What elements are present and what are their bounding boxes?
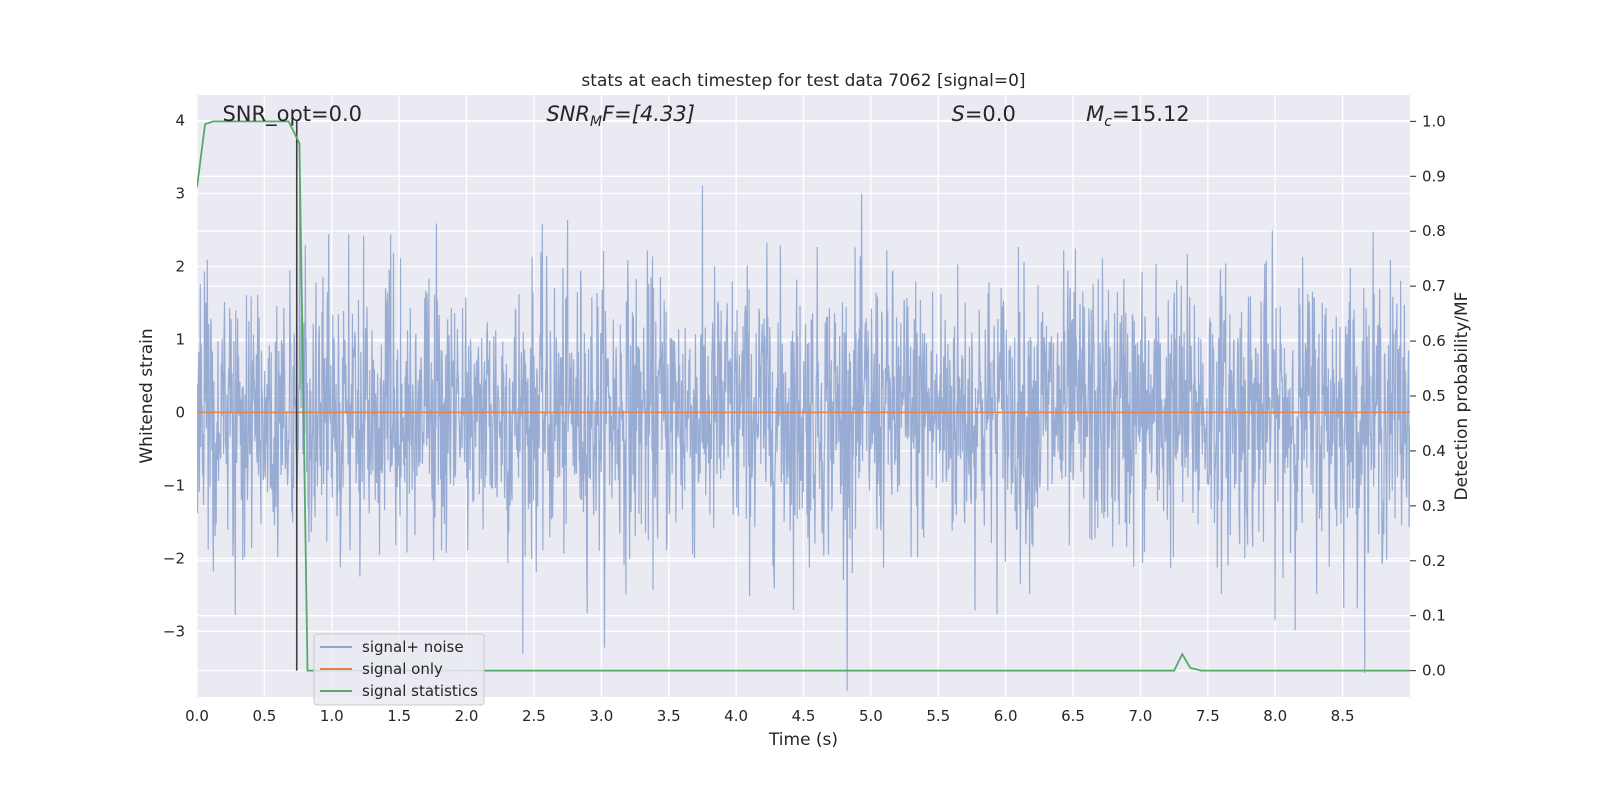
x-tick-label: 3.5 <box>657 707 681 725</box>
x-tick-label: 6.5 <box>1061 707 1085 725</box>
x-tick-label: 5.5 <box>926 707 950 725</box>
annotation-mc: Mc=15.12 <box>1086 102 1190 130</box>
x-tick-label: 7.0 <box>1129 707 1153 725</box>
x-tick-label: 4.5 <box>792 707 816 725</box>
x-tick-label: 2.5 <box>522 707 546 725</box>
x-tick-label: 3.0 <box>589 707 613 725</box>
x-tick-label: 8.0 <box>1263 707 1287 725</box>
y2-tick-label: 0.0 <box>1422 662 1446 680</box>
annotation-snr-mf: SNRMF=[4.33] <box>546 102 695 130</box>
y-tick-label: 2 <box>175 257 185 275</box>
annotation-mc-value: =15.12 <box>1112 102 1190 126</box>
y2-tick-label: 0.5 <box>1422 387 1446 405</box>
x-tick-label: 7.5 <box>1196 707 1220 725</box>
x-tick-label: 6.0 <box>994 707 1018 725</box>
y-tick-label: 4 <box>175 112 185 130</box>
annotation-s-value: =0.0 <box>965 102 1016 126</box>
y-tick-label: 3 <box>175 185 185 203</box>
y-tick-label: −2 <box>163 549 185 567</box>
x-tick-label: 5.0 <box>859 707 883 725</box>
x-tick-label: 1.5 <box>387 707 411 725</box>
x-tick-label: 4.0 <box>724 707 748 725</box>
chart-title: stats at each timestep for test data 706… <box>581 71 1025 91</box>
x-tick-label: 0.0 <box>185 707 209 725</box>
y-tick-label: 1 <box>175 330 185 348</box>
annotation-snr-opt: SNR_opt=0.0 <box>222 102 362 127</box>
annotation-snr-mf-value: F=[4.33] <box>602 102 695 126</box>
y-tick-label: 0 <box>175 403 185 421</box>
y-axis-label: Whitened strain <box>137 328 157 463</box>
y-tick-label: −3 <box>163 622 185 640</box>
annotation-mc-subscript: c <box>1104 114 1112 130</box>
y2-tick-label: 0.7 <box>1422 277 1446 295</box>
legend-label-signal-only: signal only <box>362 660 443 678</box>
series-signal-noise <box>197 176 1410 692</box>
y2-tick-label: 0.4 <box>1422 442 1446 460</box>
y2-tick-label: 0.9 <box>1422 167 1446 185</box>
legend-label-signal-statistics: signal statistics <box>362 682 478 700</box>
y-tick-label: −1 <box>163 476 185 494</box>
signal-noise-line <box>197 176 1410 692</box>
annotation-s-symbol: S <box>951 102 964 126</box>
x-tick-label: 8.5 <box>1331 707 1355 725</box>
annotation-s: S=0.0 <box>951 102 1015 126</box>
x-tick-label: 0.5 <box>252 707 276 725</box>
y2-tick-label: 0.2 <box>1422 552 1446 570</box>
tick-labels: 0.0 0.5 1.0 1.5 2.0 2.5 3.0 3.5 4.0 4.5 5.0 5.5 6.0 6… <box>163 112 1446 725</box>
annotation-snr-mf-subscript: M <box>590 114 602 130</box>
legend-label-signal-noise: signal+ noise <box>362 638 464 656</box>
x-tick-label: 1.0 <box>320 707 344 725</box>
y2-tick-label: 0.6 <box>1422 332 1446 350</box>
y2-tick-label: 0.1 <box>1422 607 1446 625</box>
y2-tick-label: 0.8 <box>1422 222 1446 240</box>
x-axis-label: Time (s) <box>768 730 838 750</box>
y2-axis-label: Detection probability/MF <box>1452 292 1472 501</box>
y2-tick-label: 0.3 <box>1422 497 1446 515</box>
annotation-mc-symbol: M <box>1086 102 1104 126</box>
legend-box <box>313 633 485 706</box>
legend: signal+ noise signal only signal statist… <box>313 633 485 706</box>
annotation-snr-mf-symbol: SNR <box>546 102 590 126</box>
x-tick-label: 2.0 <box>455 707 479 725</box>
y2-tick-label: 1.0 <box>1422 112 1446 130</box>
